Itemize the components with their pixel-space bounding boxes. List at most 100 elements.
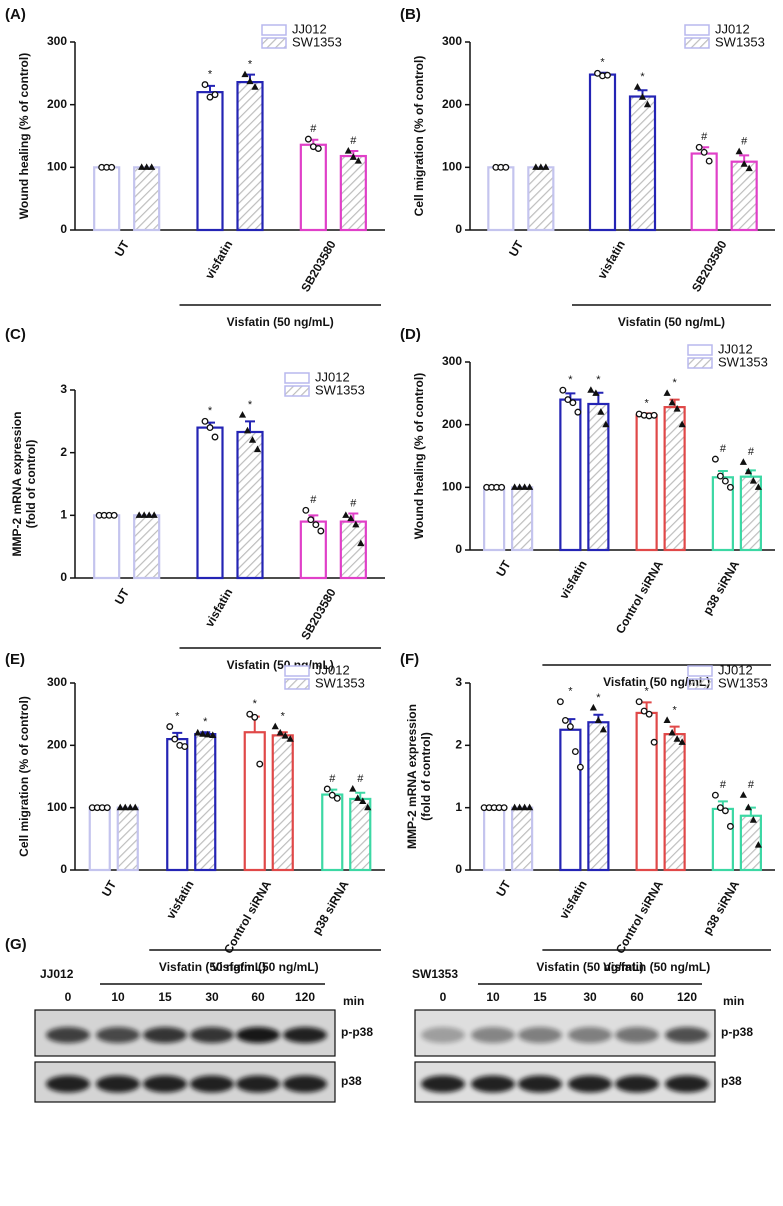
data-point bbox=[695, 143, 703, 151]
data-point bbox=[116, 803, 124, 811]
data-point bbox=[199, 730, 207, 737]
data-point bbox=[521, 803, 529, 811]
lane-label: 120 bbox=[295, 990, 315, 1004]
bar bbox=[133, 166, 161, 232]
data-point bbox=[302, 506, 310, 514]
legend-label: SW1353 bbox=[315, 382, 365, 397]
blot-band bbox=[665, 1027, 709, 1043]
bar bbox=[559, 398, 582, 552]
data-point bbox=[312, 521, 320, 529]
y-axis-label: Cell migration (% of control) bbox=[412, 56, 426, 217]
data-point bbox=[673, 735, 681, 742]
row-label: p38 bbox=[721, 1074, 742, 1088]
y-tick-label: 300 bbox=[47, 34, 67, 48]
x-tick-label: UT bbox=[112, 586, 132, 607]
x-tick-label: p38 siRNA bbox=[700, 558, 742, 617]
significance-mark: * bbox=[208, 69, 213, 81]
x-tick-label: UT bbox=[99, 878, 119, 899]
significance-mark: * bbox=[600, 57, 605, 69]
bar bbox=[166, 737, 189, 872]
treatment-label: Visfatin (50 ng/mL) bbox=[536, 960, 643, 974]
legend-swatch bbox=[684, 37, 710, 49]
x-tick-label: visfatin bbox=[557, 558, 590, 601]
data-point bbox=[238, 411, 247, 418]
y-axis-label: (fold of control) bbox=[24, 440, 38, 529]
bar bbox=[236, 81, 264, 232]
significance-mark: # bbox=[329, 773, 336, 785]
data-point bbox=[678, 420, 686, 428]
data-point bbox=[564, 396, 572, 404]
x-tick-label: Control siRNA bbox=[613, 558, 666, 636]
legend-label: JJ012 bbox=[315, 369, 350, 384]
data-point bbox=[745, 164, 753, 172]
bar bbox=[483, 806, 506, 872]
significance-mark: * bbox=[208, 405, 213, 417]
data-point bbox=[721, 477, 729, 485]
data-point bbox=[663, 716, 671, 723]
bar bbox=[690, 152, 718, 232]
significance-mark: # bbox=[701, 131, 708, 143]
x-tick-label: UT bbox=[112, 238, 132, 259]
legend-swatch bbox=[687, 665, 713, 677]
blot-band bbox=[568, 1075, 612, 1093]
group-label: Visfatin (50 ng/mL) bbox=[212, 960, 319, 974]
y-axis-label: Wound healing (% of control) bbox=[17, 53, 31, 219]
legend-label: JJ012 bbox=[718, 662, 753, 677]
data-point bbox=[716, 472, 724, 480]
data-point bbox=[716, 804, 724, 812]
x-tick-label: SB203580 bbox=[298, 238, 339, 294]
data-point bbox=[633, 83, 642, 90]
data-point bbox=[166, 723, 174, 731]
data-point bbox=[638, 93, 647, 100]
y-axis-label: (fold of control) bbox=[419, 732, 433, 821]
data-point bbox=[354, 794, 362, 801]
bar bbox=[527, 166, 555, 232]
x-tick-label: Control siRNA bbox=[221, 878, 274, 956]
y-tick-label: 100 bbox=[442, 160, 462, 174]
data-point bbox=[135, 511, 143, 518]
panel-label: (F) bbox=[400, 651, 419, 668]
data-point bbox=[206, 424, 214, 432]
x-tick-label: UT bbox=[506, 238, 526, 259]
legend-label: SW1353 bbox=[292, 34, 342, 49]
data-point bbox=[559, 386, 567, 394]
lane-label: 60 bbox=[251, 990, 265, 1004]
data-point bbox=[349, 153, 357, 160]
data-point bbox=[211, 433, 219, 441]
blot-band bbox=[143, 1027, 187, 1043]
data-point bbox=[204, 730, 212, 738]
data-point bbox=[498, 483, 506, 491]
cell-line-label: JJ012 bbox=[40, 967, 74, 981]
row-label: p-p38 bbox=[721, 1025, 753, 1039]
significance-mark: * bbox=[568, 686, 573, 698]
significance-mark: * bbox=[672, 704, 677, 716]
legend-label: SW1353 bbox=[315, 675, 365, 690]
blot-band bbox=[665, 1075, 709, 1093]
significance-mark: # bbox=[350, 497, 357, 509]
bar bbox=[483, 486, 506, 552]
x-tick-label: p38 siRNA bbox=[309, 878, 351, 937]
blot-band bbox=[236, 1075, 280, 1093]
y-tick-label: 0 bbox=[455, 542, 462, 556]
blot-band bbox=[421, 1075, 465, 1093]
data-point bbox=[569, 399, 577, 407]
x-tick-label: UT bbox=[493, 558, 513, 579]
data-point bbox=[328, 791, 336, 799]
data-point bbox=[516, 803, 524, 811]
data-point bbox=[576, 763, 584, 771]
data-point bbox=[668, 728, 676, 736]
significance-mark: * bbox=[248, 399, 253, 411]
data-point bbox=[726, 483, 734, 491]
data-point bbox=[110, 511, 118, 519]
data-point bbox=[705, 157, 713, 165]
data-point bbox=[211, 91, 219, 99]
bar bbox=[339, 154, 367, 232]
data-point bbox=[511, 803, 519, 811]
significance-mark: * bbox=[281, 711, 286, 723]
data-point bbox=[678, 738, 686, 745]
data-point bbox=[592, 389, 600, 396]
legend-swatch bbox=[284, 372, 310, 384]
data-point bbox=[744, 803, 752, 811]
data-point bbox=[663, 389, 671, 396]
